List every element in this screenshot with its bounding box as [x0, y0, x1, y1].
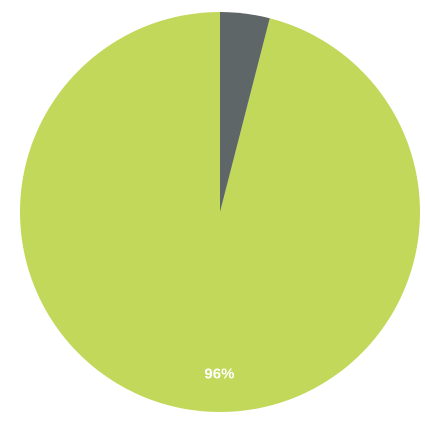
pie-slices [19, 12, 421, 412]
pie-labels: 96% [204, 366, 234, 383]
pie-slice-label-0: 96% [204, 366, 234, 383]
pie-slice-1 [220, 12, 270, 212]
